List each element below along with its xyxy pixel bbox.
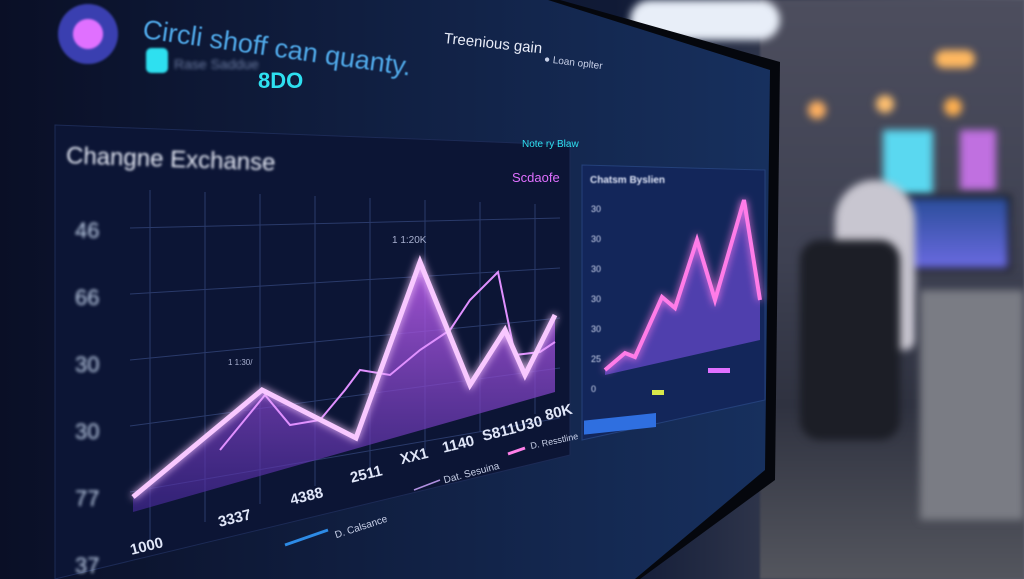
annotation: 1 1:30/ [228, 358, 253, 367]
office-chair [800, 240, 900, 440]
tick-label: 0 [591, 384, 597, 394]
tick-label: 30 [75, 419, 100, 444]
side-chart-title: Chatsm Byslien [590, 175, 666, 186]
legend-swatch-thin [413, 479, 441, 491]
legend-swatch-blue [284, 528, 329, 547]
side-legend-yellow [652, 390, 664, 395]
tick-label: 30 [591, 264, 602, 274]
background-lamp [935, 50, 975, 68]
bokeh-lights [800, 95, 970, 125]
main-chart-area [133, 262, 555, 512]
logo-icon [58, 4, 118, 64]
annotation: 1 1:20K [392, 235, 427, 246]
tick-label: 30 [591, 324, 602, 334]
grid-line [129, 267, 561, 295]
status-icon [146, 48, 168, 73]
legend-swatch-pink [507, 446, 526, 456]
tick-label: 46 [75, 218, 100, 243]
main-chart-primary-line [131, 255, 558, 499]
header-value: 8DO [258, 68, 304, 93]
tick-label: 30 [591, 294, 602, 304]
main-chart-badge[interactable]: Scdaofe [512, 170, 560, 185]
grid-line [129, 317, 561, 361]
side-legend-pink [708, 368, 730, 373]
grid-line [129, 217, 561, 229]
tick-label: 30 [591, 234, 602, 244]
side-chart-line [603, 199, 762, 372]
tick-label: 25 [591, 354, 602, 364]
tick-label: 30 [75, 352, 100, 377]
background-screen-pink [960, 130, 996, 190]
tick-label: 37 [75, 553, 100, 578]
main-chart-top-note: Note ry Blaw [522, 139, 579, 150]
tick-label: 30 [591, 204, 602, 214]
side-chart-bar [584, 413, 656, 435]
desk [920, 290, 1024, 520]
background-monitor [905, 195, 1011, 271]
dashboard-subtitle: Rase Saddue [174, 56, 259, 72]
tick-label: 77 [75, 486, 100, 511]
tick-label: 66 [75, 285, 100, 310]
